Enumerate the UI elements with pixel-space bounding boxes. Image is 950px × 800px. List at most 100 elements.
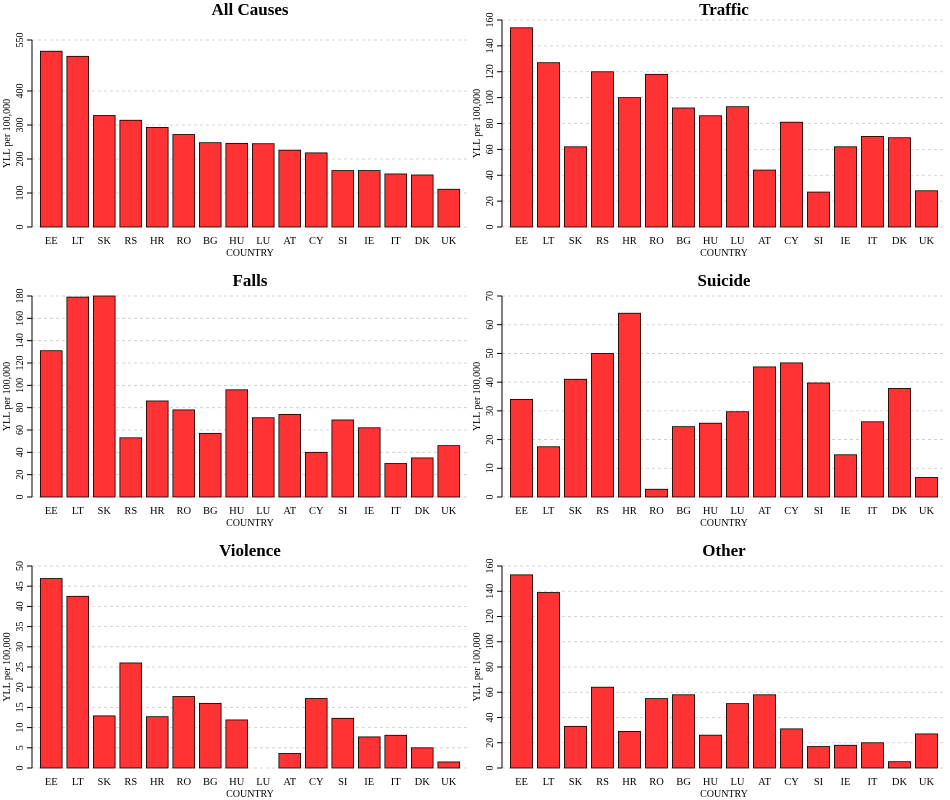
x-axis-label: COUNTRY	[226, 518, 274, 529]
x-tick-label: HR	[622, 777, 637, 788]
bar-hr	[145, 400, 169, 498]
bar-sk	[564, 378, 587, 498]
bar-bg	[198, 432, 222, 498]
y-tick-label: 30	[15, 642, 26, 652]
bar-cy	[304, 451, 328, 498]
y-tick-label: 50	[485, 348, 496, 358]
x-tick-label: IT	[868, 777, 878, 788]
bar-hr	[618, 97, 641, 228]
y-tick-label: 60	[485, 687, 496, 697]
y-tick-label: 10	[15, 723, 26, 733]
y-tick-label: 35	[15, 622, 26, 632]
bar-rs	[119, 662, 143, 769]
y-tick-label: 300	[15, 118, 26, 133]
y-tick-label: 80	[15, 403, 26, 413]
x-tick-label: UK	[919, 236, 935, 247]
bar-lt	[66, 595, 90, 769]
y-tick-label: 100	[15, 378, 26, 393]
x-tick-label: IT	[391, 777, 401, 788]
bar-hu	[699, 115, 722, 228]
chart-panel-all-causes: All Causes 0 100 200 300 400 550 YLL per 100,00…	[2, 0, 468, 259]
chart-title: Other	[702, 541, 746, 560]
bar-hu	[225, 719, 249, 769]
x-tick-label: LU	[731, 506, 745, 517]
y-tick-label: 40	[485, 170, 496, 180]
x-tick-label: SI	[338, 777, 348, 788]
bar-sk	[92, 115, 116, 228]
chart-title: Falls	[233, 271, 268, 290]
x-tick-label: IT	[868, 506, 878, 517]
bar-dk	[410, 457, 434, 498]
y-tick-label: 120	[485, 64, 496, 79]
bar-it	[384, 734, 408, 769]
bar-rs	[119, 119, 143, 228]
bar-ie	[834, 146, 857, 228]
y-tick-label: 30	[485, 406, 496, 416]
y-tick-label: 0	[15, 495, 26, 500]
x-tick-label: EE	[515, 236, 528, 247]
chart-title: Suicide	[698, 271, 751, 290]
y-tick-label: 45	[15, 581, 26, 591]
x-tick-label: HU	[229, 777, 245, 788]
bar-ie	[834, 454, 857, 498]
y-tick-label: 20	[485, 738, 496, 748]
y-tick-label: 40	[485, 713, 496, 723]
x-tick-label: CY	[784, 506, 799, 517]
x-tick-label: IE	[364, 236, 374, 247]
bar-ee	[39, 350, 63, 498]
x-tick-label: CY	[309, 506, 324, 517]
x-tick-label: UK	[919, 777, 935, 788]
x-tick-label: RO	[649, 506, 664, 517]
x-tick-label: BG	[203, 777, 218, 788]
y-tick-label: 550	[15, 33, 26, 48]
bar-at	[278, 753, 302, 769]
x-tick-label: RS	[124, 506, 137, 517]
x-tick-label: CY	[784, 236, 799, 247]
bar-at	[278, 149, 302, 228]
bar-hu	[699, 734, 722, 769]
x-tick-label: EE	[45, 236, 58, 247]
x-tick-label: RO	[176, 236, 191, 247]
x-tick-label: LU	[256, 506, 270, 517]
bar-uk	[437, 445, 461, 498]
x-tick-label: UK	[441, 777, 457, 788]
y-tick-label: 0	[485, 495, 496, 500]
x-tick-label: RS	[596, 777, 609, 788]
x-tick-label: RS	[596, 506, 609, 517]
bar-it	[861, 421, 884, 498]
bar-uk	[437, 188, 461, 228]
bar-rs	[591, 686, 614, 769]
x-tick-label: HR	[150, 777, 165, 788]
bar-cy	[304, 698, 328, 769]
bar-ro	[645, 73, 668, 228]
x-tick-label: UK	[919, 506, 935, 517]
x-tick-label: HR	[622, 236, 637, 247]
bar-ee	[39, 50, 63, 228]
bar-ie	[834, 744, 857, 769]
y-tick-label: 400	[15, 84, 26, 99]
bar-lt	[537, 592, 560, 769]
y-tick-label: 20	[485, 435, 496, 445]
x-tick-label: HR	[622, 506, 637, 517]
bar-sk	[92, 295, 116, 498]
x-tick-label: RO	[649, 236, 664, 247]
bar-it	[384, 463, 408, 498]
y-tick-label: 0	[485, 766, 496, 771]
bar-hr	[145, 716, 169, 769]
y-tick-label: 5	[15, 745, 26, 750]
chart-title: Traffic	[699, 0, 749, 19]
x-tick-label: DK	[892, 236, 908, 247]
x-tick-label: LT	[543, 506, 555, 517]
x-tick-label: AT	[758, 506, 771, 517]
bar-rs	[591, 353, 614, 498]
bar-at	[753, 366, 776, 498]
x-tick-label: BG	[203, 506, 218, 517]
bar-it	[384, 173, 408, 228]
x-tick-label: SI	[338, 506, 348, 517]
x-tick-label: SK	[98, 506, 112, 517]
x-tick-label: RO	[649, 777, 664, 788]
x-tick-label: BG	[676, 236, 691, 247]
x-tick-label: RS	[124, 777, 137, 788]
x-tick-label: SI	[338, 236, 348, 247]
